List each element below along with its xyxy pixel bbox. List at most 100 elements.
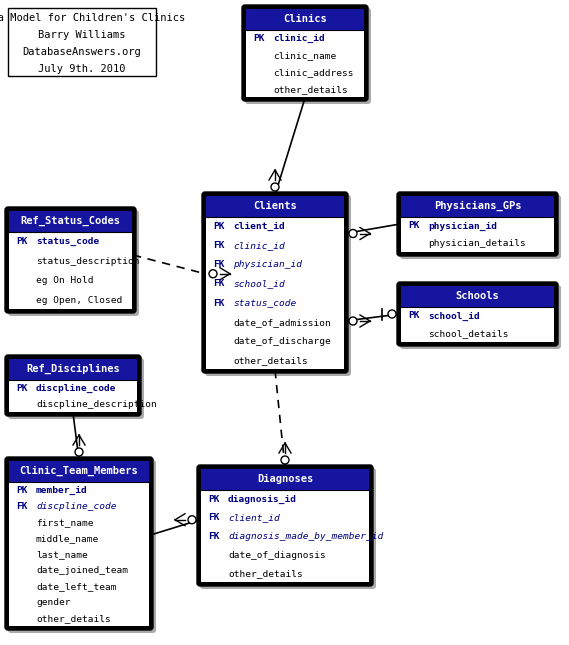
FancyBboxPatch shape [8, 358, 144, 419]
Text: status_code: status_code [233, 299, 296, 308]
Text: Clinics: Clinics [283, 14, 327, 24]
Text: diagnosis_made_by_member_id: diagnosis_made_by_member_id [228, 532, 384, 541]
Text: FK: FK [213, 261, 225, 270]
Text: other_details: other_details [228, 569, 303, 578]
Circle shape [349, 230, 357, 237]
Text: July 9th. 2010: July 9th. 2010 [38, 64, 126, 74]
Text: PK: PK [253, 34, 265, 43]
Text: date_of_admission: date_of_admission [233, 318, 331, 326]
Text: PK: PK [16, 237, 27, 246]
Bar [201, 490, 369, 582]
Text: FK: FK [213, 279, 225, 288]
FancyBboxPatch shape [197, 465, 373, 586]
Bar [9, 482, 149, 626]
FancyBboxPatch shape [5, 355, 141, 416]
Text: other_details: other_details [36, 615, 111, 624]
FancyBboxPatch shape [397, 192, 558, 256]
Bar [401, 196, 554, 217]
Circle shape [271, 183, 279, 191]
Text: other_details: other_details [233, 356, 308, 365]
Text: date_of_diagnosis: date_of_diagnosis [228, 551, 325, 560]
Text: eg On Hold: eg On Hold [36, 276, 93, 285]
Text: DatabaseAnswers.org: DatabaseAnswers.org [23, 47, 141, 57]
Text: clinic_address: clinic_address [273, 68, 353, 77]
Bar [201, 469, 369, 490]
Text: Barry Williams: Barry Williams [38, 30, 126, 40]
Text: Data Model for Children's Clinics: Data Model for Children's Clinics [0, 13, 185, 23]
Text: Clinic_Team_Members: Clinic_Team_Members [19, 466, 138, 476]
FancyBboxPatch shape [5, 207, 136, 313]
Bar [206, 217, 344, 369]
Circle shape [209, 270, 217, 278]
Bar [8, 8, 156, 76]
Text: PK: PK [408, 221, 419, 230]
Bar [9, 232, 132, 309]
Text: PK: PK [208, 495, 220, 504]
Circle shape [349, 317, 357, 325]
FancyBboxPatch shape [397, 282, 558, 346]
Text: school_id: school_id [233, 279, 284, 288]
Text: Physicians_GPs: Physicians_GPs [434, 201, 521, 211]
Text: Schools: Schools [456, 291, 500, 301]
Text: FK: FK [16, 502, 27, 511]
Text: PK: PK [213, 222, 225, 231]
Text: PK: PK [16, 486, 27, 495]
FancyBboxPatch shape [8, 210, 139, 316]
FancyBboxPatch shape [400, 195, 561, 259]
FancyBboxPatch shape [205, 195, 351, 376]
Text: FK: FK [213, 241, 225, 250]
Text: clinic_name: clinic_name [273, 51, 336, 60]
Text: school_id: school_id [428, 312, 480, 321]
Text: diagnosis_id: diagnosis_id [228, 495, 297, 504]
Text: client_id: client_id [233, 222, 284, 231]
FancyBboxPatch shape [245, 8, 371, 104]
Text: client_id: client_id [228, 513, 280, 522]
Text: PK: PK [408, 312, 419, 321]
Text: FK: FK [208, 513, 220, 522]
Text: member_id: member_id [36, 486, 88, 495]
Text: clinic_id: clinic_id [273, 34, 325, 43]
Text: Ref_Disciplines: Ref_Disciplines [26, 364, 120, 374]
Bar [401, 217, 554, 252]
Bar [9, 211, 132, 232]
Text: status_description: status_description [36, 257, 139, 266]
Text: discpline_code: discpline_code [36, 502, 117, 511]
Text: school_details: school_details [428, 330, 509, 339]
FancyBboxPatch shape [200, 468, 376, 589]
FancyBboxPatch shape [5, 457, 153, 630]
Bar [9, 380, 137, 412]
Bar [9, 461, 149, 482]
Text: first_name: first_name [36, 518, 93, 527]
FancyBboxPatch shape [202, 192, 348, 373]
Text: PK: PK [16, 384, 27, 393]
Text: physician_id: physician_id [233, 261, 302, 270]
Bar [246, 9, 364, 30]
Text: Ref_Status_Codes: Ref_Status_Codes [20, 216, 121, 226]
Bar [401, 307, 554, 342]
Text: clinic_id: clinic_id [233, 241, 284, 250]
Text: discpline_description: discpline_description [36, 401, 156, 409]
Text: Clients: Clients [253, 201, 297, 211]
Text: date_of_discharge: date_of_discharge [233, 337, 331, 346]
Text: physician_details: physician_details [428, 239, 526, 248]
Circle shape [75, 448, 83, 456]
Text: date_left_team: date_left_team [36, 582, 117, 591]
Text: physician_id: physician_id [428, 221, 497, 230]
Text: discpline_code: discpline_code [36, 384, 117, 393]
Circle shape [281, 456, 289, 464]
Text: Diagnoses: Diagnoses [257, 474, 313, 484]
Text: other_details: other_details [273, 85, 348, 94]
Circle shape [188, 516, 196, 524]
Text: date_joined_team: date_joined_team [36, 566, 128, 575]
Bar [9, 359, 137, 380]
Bar [206, 196, 344, 217]
Text: last_name: last_name [36, 550, 88, 559]
FancyBboxPatch shape [242, 5, 368, 101]
Bar [401, 286, 554, 307]
Text: FK: FK [208, 532, 220, 541]
Bar [246, 30, 364, 97]
Text: middle_name: middle_name [36, 534, 99, 543]
Text: status_code: status_code [36, 237, 99, 246]
Text: FK: FK [213, 299, 225, 308]
Text: gender: gender [36, 599, 71, 608]
